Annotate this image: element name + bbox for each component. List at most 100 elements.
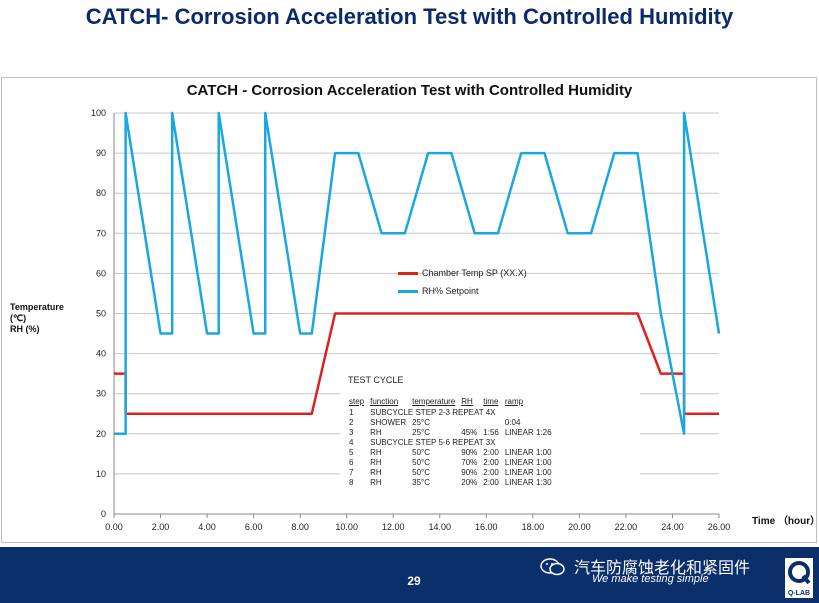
x-tick-label: 2.00 xyxy=(152,522,170,532)
x-tick-label: 22.00 xyxy=(615,522,638,532)
cell-ramp: LINEAR 1:00 xyxy=(504,447,552,457)
x-tick-label: 4.00 xyxy=(198,522,216,532)
x-axis-label: Time （hour） xyxy=(752,516,819,527)
legend-swatch-rh xyxy=(398,289,418,293)
wechat-icon xyxy=(540,558,565,576)
cell-step: 1 xyxy=(349,407,354,417)
cell-rh: 90% xyxy=(461,447,478,457)
x-tick-label: 14.00 xyxy=(429,522,452,532)
cell-rh: 45% xyxy=(461,427,478,437)
brand-text: 汽车防腐蚀老化和紧固件 xyxy=(574,558,751,577)
x-tick-label: 0.00 xyxy=(105,522,123,532)
cell-function: RH xyxy=(370,447,382,457)
cell-time xyxy=(480,417,502,427)
cell-step: 8 xyxy=(349,477,354,487)
test-cycle-row: 2 SHOWER 25°C 0:04 xyxy=(346,417,555,427)
x-tick-label: 6.00 xyxy=(245,522,263,532)
col-temperature: temperature xyxy=(412,397,456,406)
cell-rh: 20% xyxy=(461,477,478,487)
cell-ramp: LINEAR 1:00 xyxy=(504,457,552,467)
tagline: We make testing simple xyxy=(592,573,709,585)
col-ramp: ramp xyxy=(504,397,524,406)
legend-item-rh: RH% Setpoint xyxy=(398,282,527,300)
y-tick-label: 20 xyxy=(96,429,106,439)
cell-ramp: LINEAR 1:26 xyxy=(504,427,552,437)
cell-function: RH xyxy=(370,457,382,467)
cell-time: 2:00 xyxy=(483,477,499,487)
y-tick-label: 0 xyxy=(101,509,106,519)
cell-temperature: 25°C xyxy=(412,427,430,437)
cell-ramp: LINEAR 1:00 xyxy=(504,467,552,477)
test-cycle-panel xyxy=(340,362,640,502)
cell-step: 3 xyxy=(349,427,354,437)
x-tick-label: 8.00 xyxy=(291,522,309,532)
legend-label-rh: RH% Setpoint xyxy=(422,286,479,296)
cell-function: SUBCYCLE STEP 5-6 REPEAT 3X xyxy=(370,437,496,447)
series-line-rh-setpoint xyxy=(114,111,721,436)
cell-ramp: LINEAR 1:30 xyxy=(504,477,552,487)
y-tick-label: 60 xyxy=(96,268,106,278)
cell-step: 6 xyxy=(349,457,354,467)
col-rh: RH xyxy=(461,397,473,406)
slide-title: CATCH- Corrosion Acceleration Test with … xyxy=(85,4,734,29)
chart-legend: Chamber Temp SP (XX.X) RH% Setpoint xyxy=(398,264,527,300)
cell-rh xyxy=(458,417,480,427)
chart-title: CATCH - Corrosion Acceleration Test with… xyxy=(186,82,633,99)
col-function: function xyxy=(370,397,399,406)
cell-ramp: 0:04 xyxy=(504,417,521,427)
test-cycle-row: 8 RH 35°C 20% 2:00 LINEAR 1:30 xyxy=(346,477,555,487)
cell-time: 2:00 xyxy=(483,467,499,477)
cell-rh: 70% xyxy=(461,457,478,467)
legend-label-temp: Chamber Temp SP (XX.X) xyxy=(422,268,527,278)
x-tick-label: 12.00 xyxy=(382,522,405,532)
test-cycle-header-row: step function temperature RH time ramp xyxy=(346,396,555,407)
x-tick-label: 18.00 xyxy=(522,522,545,532)
cell-step: 2 xyxy=(349,417,354,427)
y-tick-label: 70 xyxy=(96,228,106,238)
cell-rh: 90% xyxy=(461,467,478,477)
col-step: step xyxy=(349,397,365,406)
x-tick-label: 10.00 xyxy=(335,522,358,532)
y-tick-label: 80 xyxy=(96,188,106,198)
y-tick-label: 30 xyxy=(96,389,106,399)
qlab-logo: Q-LAB xyxy=(785,558,813,598)
test-cycle-row: 7 RH 50°C 90% 2:00 LINEAR 1:00 xyxy=(346,467,555,477)
y-tick-label: 100 xyxy=(91,108,106,118)
cell-function: SHOWER xyxy=(370,417,407,427)
cell-function: RH xyxy=(370,427,382,437)
cell-step: 5 xyxy=(349,447,354,457)
cell-temperature: 50°C xyxy=(412,457,430,467)
cell-time: 2:00 xyxy=(483,457,499,467)
test-cycle-title: TEST CYCLE xyxy=(348,375,404,385)
y-axis-label: Temperature (℃) RH (%) xyxy=(10,302,64,334)
cell-function: RH xyxy=(370,477,382,487)
y-tick-label: 40 xyxy=(96,349,106,359)
y-tick-label: 50 xyxy=(96,309,106,319)
cell-step: 7 xyxy=(349,467,354,477)
cell-temperature: 35°C xyxy=(412,477,430,487)
cell-function: SUBCYCLE STEP 2-3 REPEAT 4X xyxy=(370,407,496,417)
col-time: time xyxy=(483,397,499,406)
x-tick-label: 16.00 xyxy=(475,522,498,532)
x-tick-label: 26.00 xyxy=(708,522,731,532)
y-tick-label: 10 xyxy=(96,469,106,479)
y-tick-label: 90 xyxy=(96,148,106,158)
test-cycle-row: 1 SUBCYCLE STEP 2-3 REPEAT 4X xyxy=(346,407,555,417)
x-tick-label: 20.00 xyxy=(568,522,591,532)
cell-step: 4 xyxy=(349,437,354,447)
legend-item-temp: Chamber Temp SP (XX.X) xyxy=(398,264,527,282)
test-cycle-table: step function temperature RH time ramp 1… xyxy=(346,396,555,487)
cell-temperature: 25°C xyxy=(412,417,430,427)
page-number: 29 xyxy=(407,574,421,588)
test-cycle-row: 5 RH 50°C 90% 2:00 LINEAR 1:00 xyxy=(346,447,555,457)
cell-time: 2:00 xyxy=(483,447,499,457)
cell-function: RH xyxy=(370,467,382,477)
test-cycle-body: 1 SUBCYCLE STEP 2-3 REPEAT 4X 2 SHOWER 25°C 0… xyxy=(346,407,555,487)
x-tick-label: 24.00 xyxy=(661,522,684,532)
test-cycle-row: 4 SUBCYCLE STEP 5-6 REPEAT 3X xyxy=(346,437,555,447)
test-cycle-row: 6 RH 50°C 70% 2:00 LINEAR 1:00 xyxy=(346,457,555,467)
legend-swatch-temp xyxy=(398,271,418,275)
cell-temperature: 50°C xyxy=(412,467,430,477)
logo-text: Q-LAB xyxy=(788,590,810,597)
cell-temperature: 50°C xyxy=(412,447,430,457)
